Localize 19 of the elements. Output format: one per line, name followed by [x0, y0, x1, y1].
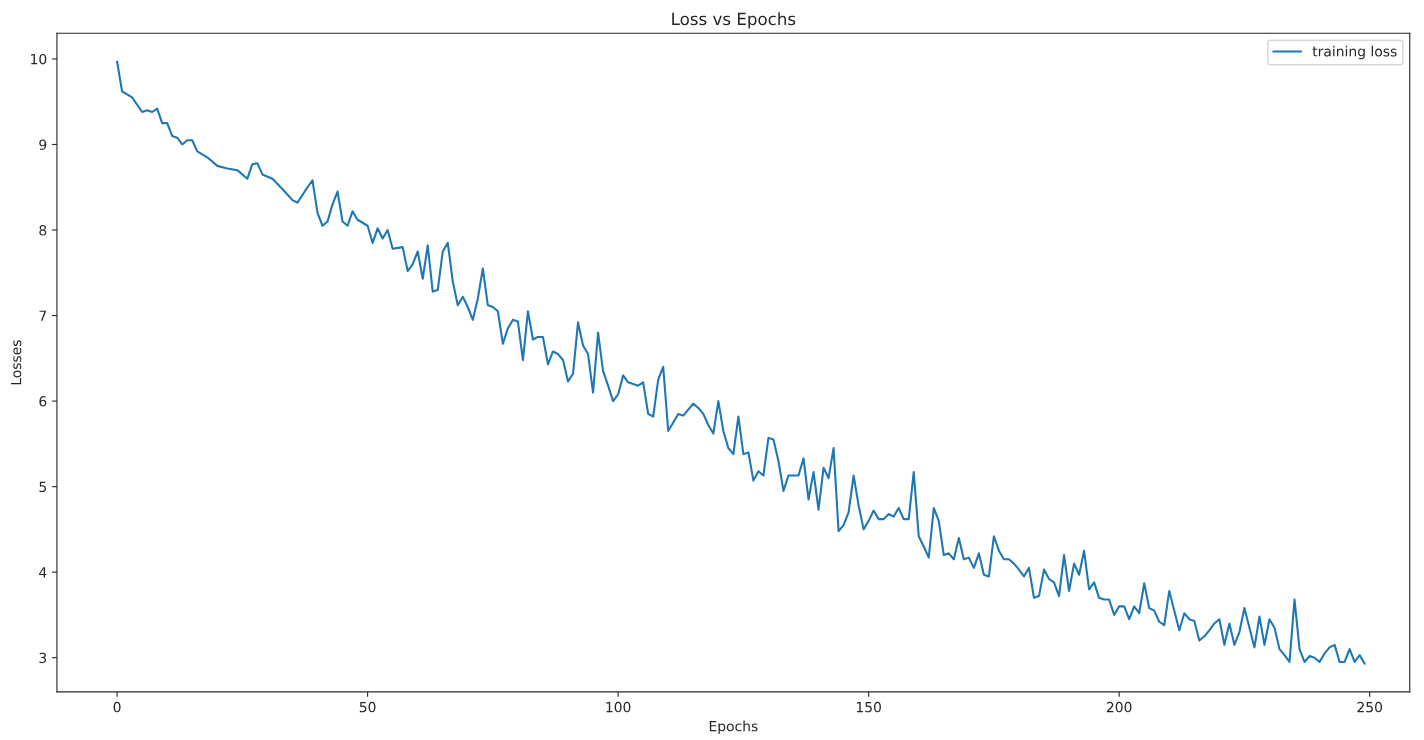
y-tick-label: 4 — [39, 567, 47, 578]
y-tick-label: 3 — [39, 652, 47, 664]
y-axis-title: Losses — [10, 340, 22, 385]
x-tick-label: 250 — [1357, 701, 1383, 713]
line-series — [116, 60, 1366, 665]
x-tick-label: 150 — [856, 701, 881, 713]
y-tick-label: 9 — [39, 139, 47, 150]
x-tick-label: 100 — [606, 701, 631, 713]
chart-title: Loss vs Epochs — [672, 12, 796, 29]
y-tick-label: 6 — [39, 396, 47, 407]
x-tick-label: 50 — [359, 701, 376, 713]
x-tick-label: 200 — [1106, 701, 1132, 713]
y-tick-label: 7 — [39, 310, 47, 321]
x-tick-label: 0 — [113, 701, 121, 713]
legend-label: training loss — [1312, 45, 1397, 60]
y-tick-label: 8 — [39, 224, 47, 236]
x-axis-title: Epochs — [709, 720, 758, 735]
y-tick-label: 10 — [31, 53, 47, 65]
y-tick-label: 5 — [39, 481, 47, 493]
